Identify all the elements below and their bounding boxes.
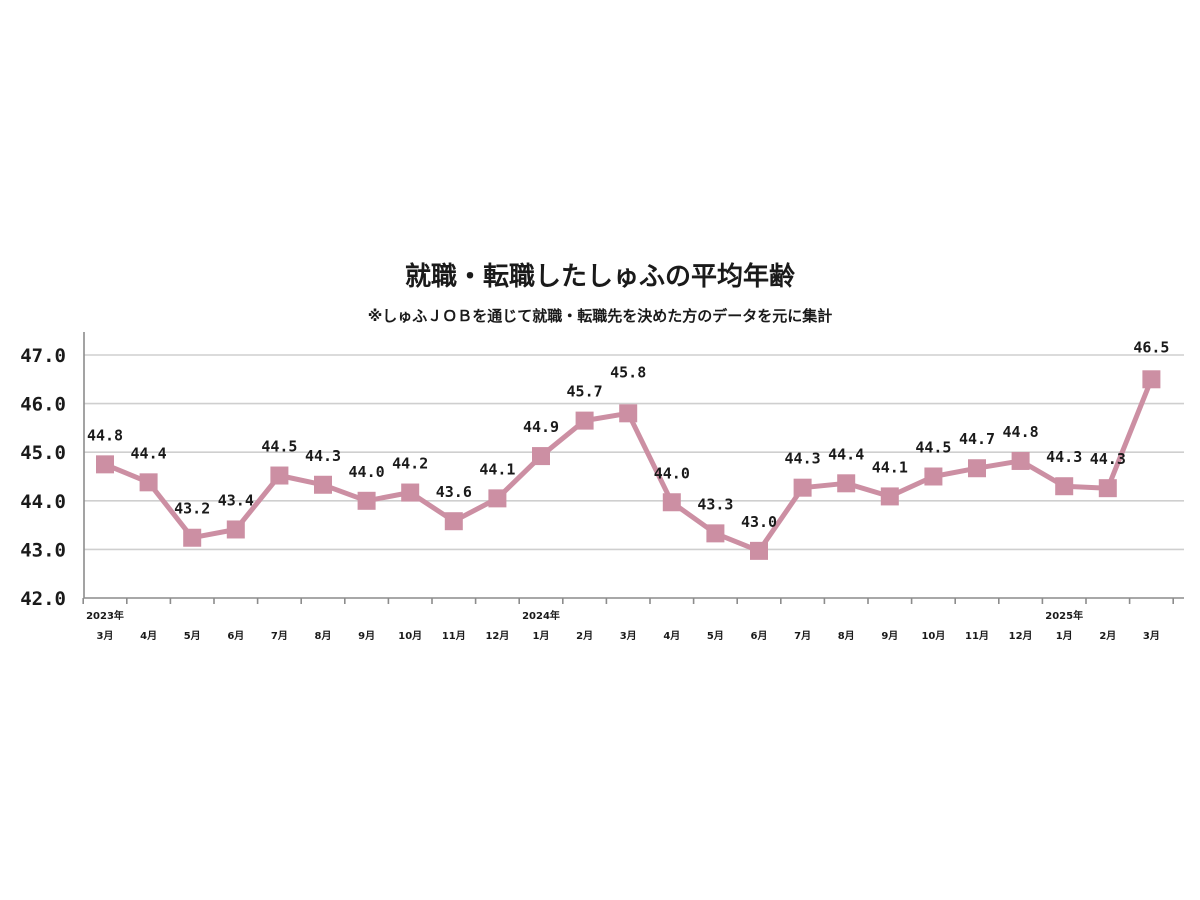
data-point-marker xyxy=(662,493,681,512)
x-year-label: 2025年 xyxy=(1045,609,1083,622)
x-tick-label: 8月 xyxy=(315,630,332,642)
data-label: 44.4 xyxy=(828,445,864,463)
x-axis-ticks: 3月 4月 5月 6月 7月 8月 9月 10月 11月 12月 1月 2月 3月 4月 5月 6月 7月 8月 9… xyxy=(82,598,1174,642)
x-tick-label: 7月 xyxy=(271,630,288,642)
axes xyxy=(83,332,1184,599)
gridlines xyxy=(84,354,1184,551)
x-year-label: 2024年 xyxy=(522,609,560,622)
data-point-marker xyxy=(750,541,768,560)
x-tick-label: 3月 xyxy=(620,630,637,642)
data-label: 44.3 xyxy=(1046,448,1082,466)
data-label: 44.5 xyxy=(915,439,951,457)
data-point-marker xyxy=(183,528,202,547)
data-label: 45.8 xyxy=(610,363,646,381)
x-tick-label: 6月 xyxy=(227,630,244,642)
data-label: 44.0 xyxy=(349,463,385,481)
y-tick-label: 45.0 xyxy=(20,442,66,464)
data-point-marker xyxy=(1142,370,1161,389)
x-year-label: 2023年 xyxy=(86,609,124,622)
data-labels: 44.8 44.4 43.2 43.4 44.5 44.3 44.0 44.2 43.6 44.1… xyxy=(87,338,1170,531)
x-tick-label: 4月 xyxy=(663,630,680,642)
x-tick-label: 4月 xyxy=(140,630,157,642)
x-tick-label: 9月 xyxy=(881,630,898,642)
data-point-marker xyxy=(314,475,332,494)
x-tick-label: 2月 xyxy=(576,630,593,642)
data-point-marker xyxy=(793,478,812,497)
data-point-marker xyxy=(270,466,289,485)
x-tick-label: 10月 xyxy=(921,630,945,642)
x-tick-label: 9月 xyxy=(358,630,375,642)
data-point-marker xyxy=(706,524,725,543)
data-point-marker xyxy=(401,483,420,502)
data-label: 46.5 xyxy=(1133,338,1169,356)
y-tick-label: 47.0 xyxy=(20,345,66,367)
x-tick-label: 5月 xyxy=(707,630,724,642)
x-tick-label: 2月 xyxy=(1099,630,1116,642)
x-tick-label: 12月 xyxy=(1009,630,1033,642)
data-point-marker xyxy=(968,459,986,478)
y-tick-label: 43.0 xyxy=(20,539,66,561)
x-tick-label: 12月 xyxy=(485,630,509,642)
data-label: 44.1 xyxy=(872,458,908,476)
data-label: 44.7 xyxy=(959,430,995,448)
data-point-marker xyxy=(575,411,594,430)
chart-title: 就職・転職したしゅふの平均年齢 xyxy=(405,261,796,292)
y-tick-label: 44.0 xyxy=(20,491,66,513)
data-point-marker xyxy=(96,455,114,474)
y-tick-label: 46.0 xyxy=(20,394,66,416)
data-label: 43.3 xyxy=(697,495,733,513)
data-label: 44.8 xyxy=(87,426,123,444)
data-label: 45.7 xyxy=(567,383,603,401)
data-label: 44.9 xyxy=(523,418,559,436)
x-tick-label: 7月 xyxy=(794,630,811,642)
y-axis-ticks: 42.0 43.0 44.0 45.0 46.0 47.0 xyxy=(20,345,66,610)
x-tick-label: 3月 xyxy=(1143,630,1160,642)
x-tick-label: 11月 xyxy=(965,630,989,642)
data-label: 44.5 xyxy=(261,438,297,456)
data-point-marker xyxy=(1055,477,1074,496)
data-point-marker xyxy=(139,473,158,492)
data-point-marker xyxy=(880,487,899,506)
data-label: 43.4 xyxy=(218,491,254,509)
x-tick-label: 3月 xyxy=(97,630,114,642)
series-group xyxy=(96,370,1161,560)
data-label: 44.3 xyxy=(785,450,821,468)
data-label: 44.4 xyxy=(131,444,167,462)
data-label: 43.0 xyxy=(741,513,777,531)
data-label: 44.3 xyxy=(1090,450,1126,468)
y-tick-label: 42.0 xyxy=(20,588,66,610)
data-point-marker xyxy=(357,491,376,510)
data-label: 43.6 xyxy=(436,483,472,501)
data-label: 44.8 xyxy=(1003,423,1039,441)
data-point-marker xyxy=(924,467,943,486)
data-point-marker xyxy=(1011,451,1030,470)
data-point-marker xyxy=(532,447,550,466)
data-label: 44.2 xyxy=(392,455,428,473)
data-label: 43.2 xyxy=(174,500,210,518)
data-point-marker xyxy=(1098,479,1117,498)
x-tick-label: 1月 xyxy=(1056,630,1073,642)
x-tick-label: 1月 xyxy=(533,630,550,642)
x-tick-label: 8月 xyxy=(838,630,855,642)
chart-subtitle: ※しゅふＪＯＢを通じて就職・転職先を決めた方のデータを元に集計 xyxy=(368,307,833,325)
x-tick-label: 11月 xyxy=(442,630,466,642)
x-tick-label: 6月 xyxy=(751,630,768,642)
x-tick-label: 5月 xyxy=(184,630,201,642)
data-point-marker xyxy=(226,520,245,539)
data-point-marker xyxy=(444,512,463,531)
data-label: 44.1 xyxy=(479,460,515,478)
data-label: 44.3 xyxy=(305,447,341,465)
data-point-marker xyxy=(619,404,638,423)
x-tick-label: 10月 xyxy=(398,630,422,642)
data-point-marker xyxy=(488,489,507,508)
data-label: 44.0 xyxy=(654,464,690,482)
data-point-marker xyxy=(837,474,856,493)
